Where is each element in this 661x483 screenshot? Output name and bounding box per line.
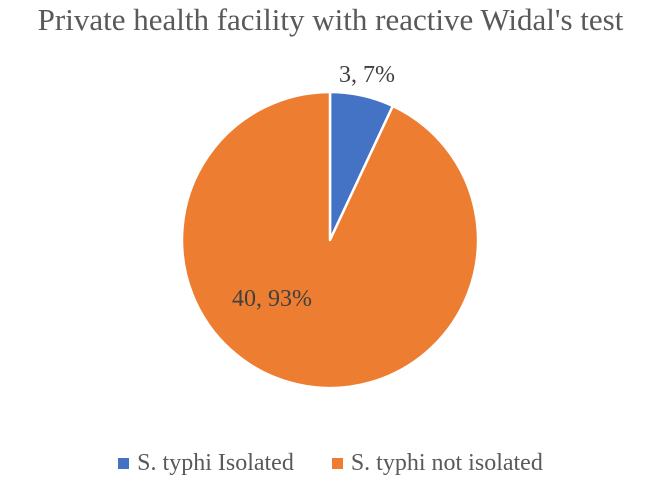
legend-label-not-isolated: S. typhi not isolated [350,450,543,476]
legend-swatch-isolated [118,458,130,469]
chart-title: Private health facility with reactive Wi… [37,2,624,37]
pie-slice-not-isolated [180,90,480,390]
legend-item-not-isolated: S. typhi not isolated [331,450,543,477]
data-label-isolated: 3, 7% [339,62,395,88]
legend-label-isolated: S. typhi Isolated [137,450,294,476]
legend-item-isolated: S. typhi Isolated [118,450,294,477]
legend-swatch-not-isolated [331,458,343,469]
data-label-not-isolated: 40, 93% [232,286,312,312]
legend: S. typhi Isolated S. typhi not isolated [0,450,661,477]
